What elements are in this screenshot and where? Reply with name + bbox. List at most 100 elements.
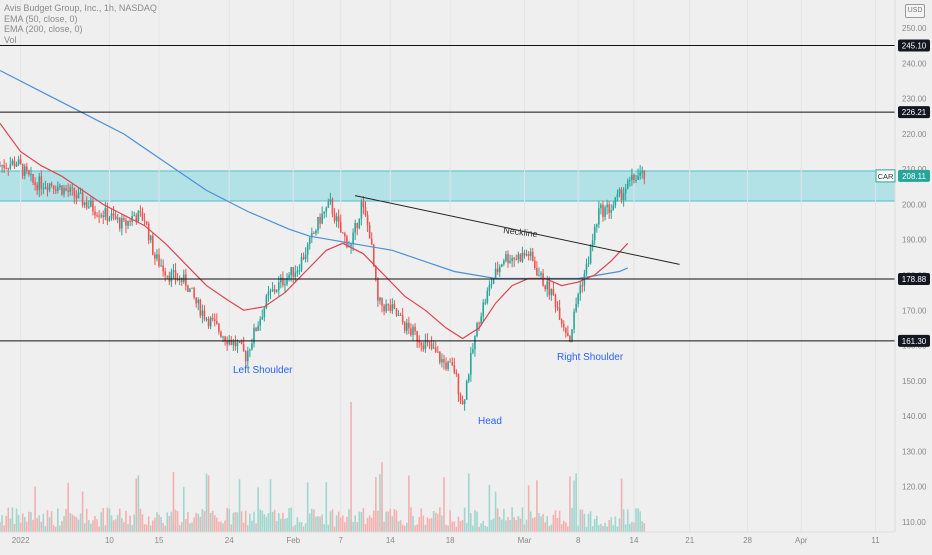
volume-bar (548, 526, 551, 532)
volume-bar (608, 520, 610, 532)
volume-bar (416, 524, 418, 532)
last-price-label: 208.11 (902, 172, 926, 181)
y-tick-label: 230.00 (902, 95, 927, 104)
candle-body (121, 218, 123, 229)
volume-bar (478, 526, 480, 532)
volume-bar (238, 479, 241, 532)
last-price-tag (898, 169, 930, 182)
volume-bar (616, 526, 619, 532)
x-tick-label: 24 (225, 536, 234, 545)
volume-bar (222, 523, 224, 532)
level-tag (898, 39, 930, 52)
candle-body (418, 341, 420, 343)
candle-body (114, 215, 117, 220)
volume-bar (622, 509, 625, 532)
candle-body (199, 299, 202, 316)
y-tick-label: 210.00 (902, 165, 927, 174)
candle-body (311, 232, 313, 238)
candle-body (236, 342, 239, 347)
candle-body (7, 168, 10, 170)
volume-bar (635, 508, 637, 532)
candle-body (294, 272, 297, 277)
candle-body (447, 361, 449, 369)
volume-bar (288, 508, 290, 532)
candle-body (238, 341, 241, 343)
volume-bar (36, 518, 38, 532)
volume-bar (304, 523, 307, 532)
volume-bar (317, 516, 319, 532)
candle-body (69, 187, 72, 192)
volume-bar (472, 525, 474, 532)
volume-bar (282, 512, 284, 532)
volume-bar (185, 519, 187, 532)
volume-bar (306, 482, 309, 532)
candle-body (154, 254, 156, 259)
candle-body (0, 165, 1, 167)
candle-body (277, 282, 280, 291)
volume-bar (364, 524, 367, 532)
volume-bar (230, 524, 233, 532)
volume-bar (311, 508, 313, 532)
candle-body (71, 187, 74, 189)
volume-bar (581, 509, 584, 532)
volume-bar (393, 509, 396, 532)
volume-bar (401, 524, 404, 532)
candle-body (420, 342, 423, 346)
candle-body (21, 163, 24, 176)
candle-body (406, 322, 408, 331)
volume-bar (121, 518, 123, 532)
candle-body (145, 221, 148, 224)
candle-body (567, 332, 569, 336)
candle-body (234, 340, 237, 347)
volume-bar (341, 515, 344, 532)
candle-body (170, 271, 173, 282)
x-tick-label: 15 (155, 536, 164, 545)
volume-bar (321, 514, 323, 532)
candle-body (552, 288, 555, 295)
volume-bar (75, 516, 78, 532)
ema200-legend: EMA (200, close, 0) (4, 24, 83, 34)
volume-bar (131, 525, 133, 532)
volume-bar (348, 509, 350, 532)
candle-body (240, 341, 243, 344)
volume-bar (372, 510, 375, 532)
candle-body (261, 317, 264, 320)
candle-body (513, 258, 515, 260)
neckline-label: Neckline (503, 225, 538, 239)
candle-body (251, 343, 253, 350)
volume-bar (633, 522, 635, 532)
volume-bar (11, 507, 14, 532)
volume-bar (486, 526, 489, 532)
volume-bar (104, 525, 107, 532)
volume-bar (346, 516, 348, 532)
candle-body (335, 216, 338, 221)
candle-body (302, 257, 305, 260)
candle-body (492, 278, 495, 284)
volume-bar (197, 513, 200, 532)
currency-badge[interactable]: USD (905, 4, 925, 18)
volume-bar (467, 473, 470, 532)
volume-bar (242, 522, 245, 532)
volume-bar (459, 521, 462, 532)
candle-body (75, 196, 78, 199)
volume-bar (418, 517, 420, 532)
level-tag-label: 161.30 (902, 337, 927, 346)
volume-bar (498, 516, 501, 532)
pattern-label-right-shoulder: Right Shoulder (557, 352, 624, 363)
candle-body (352, 232, 354, 245)
volume-bar (430, 517, 433, 532)
volume-bar (100, 512, 102, 532)
candle-body (515, 259, 518, 261)
volume-bar (554, 510, 557, 532)
volume-bar (123, 522, 125, 532)
candle-body (3, 165, 5, 168)
candle-body (40, 176, 43, 189)
candle-body (540, 273, 542, 276)
candle-body (230, 339, 233, 345)
candle-body (81, 192, 84, 206)
volume-bar (496, 508, 499, 532)
candle-body (65, 188, 67, 191)
volume-bar (399, 520, 402, 532)
volume-bar (191, 522, 193, 532)
